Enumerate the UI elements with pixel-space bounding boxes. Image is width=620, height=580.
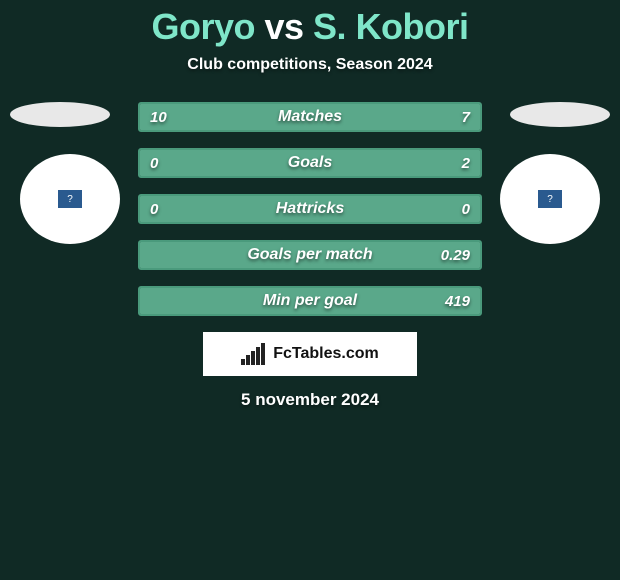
badge-placeholder-icon: ? [58,190,82,208]
stat-row: 00Hattricks [138,194,482,224]
stat-label: Hattricks [140,196,480,222]
subtitle: Club competitions, Season 2024 [0,56,620,74]
player1-name: Goryo [151,6,255,47]
stat-label: Matches [140,104,480,130]
stat-label: Goals [140,150,480,176]
stat-label: Min per goal [140,288,480,314]
vs-text: vs [264,6,303,47]
right-team-badge: ? [500,154,600,244]
stat-row: 107Matches [138,102,482,132]
right-oval-decoration [510,102,610,127]
stat-label: Goals per match [140,242,480,268]
stat-row: 0.29Goals per match [138,240,482,270]
badge-placeholder-icon: ? [538,190,562,208]
brand-text: FcTables.com [273,345,379,363]
stat-row: 419Min per goal [138,286,482,316]
page-title: Goryo vs S. Kobori [0,0,620,48]
left-team-badge: ? [20,154,120,244]
content-area: ? ? 107Matches 02Goals 00Hattricks 0.29Goal… [0,102,620,410]
player2-name: S. Kobori [313,6,469,47]
date-text: 5 november 2024 [0,390,620,410]
stats-bars: 107Matches 02Goals 00Hattricks 0.29Goals pe… [138,102,482,316]
brand-box[interactable]: FcTables.com [203,332,417,376]
brand-chart-icon [241,343,267,365]
stat-row: 02Goals [138,148,482,178]
left-oval-decoration [10,102,110,127]
